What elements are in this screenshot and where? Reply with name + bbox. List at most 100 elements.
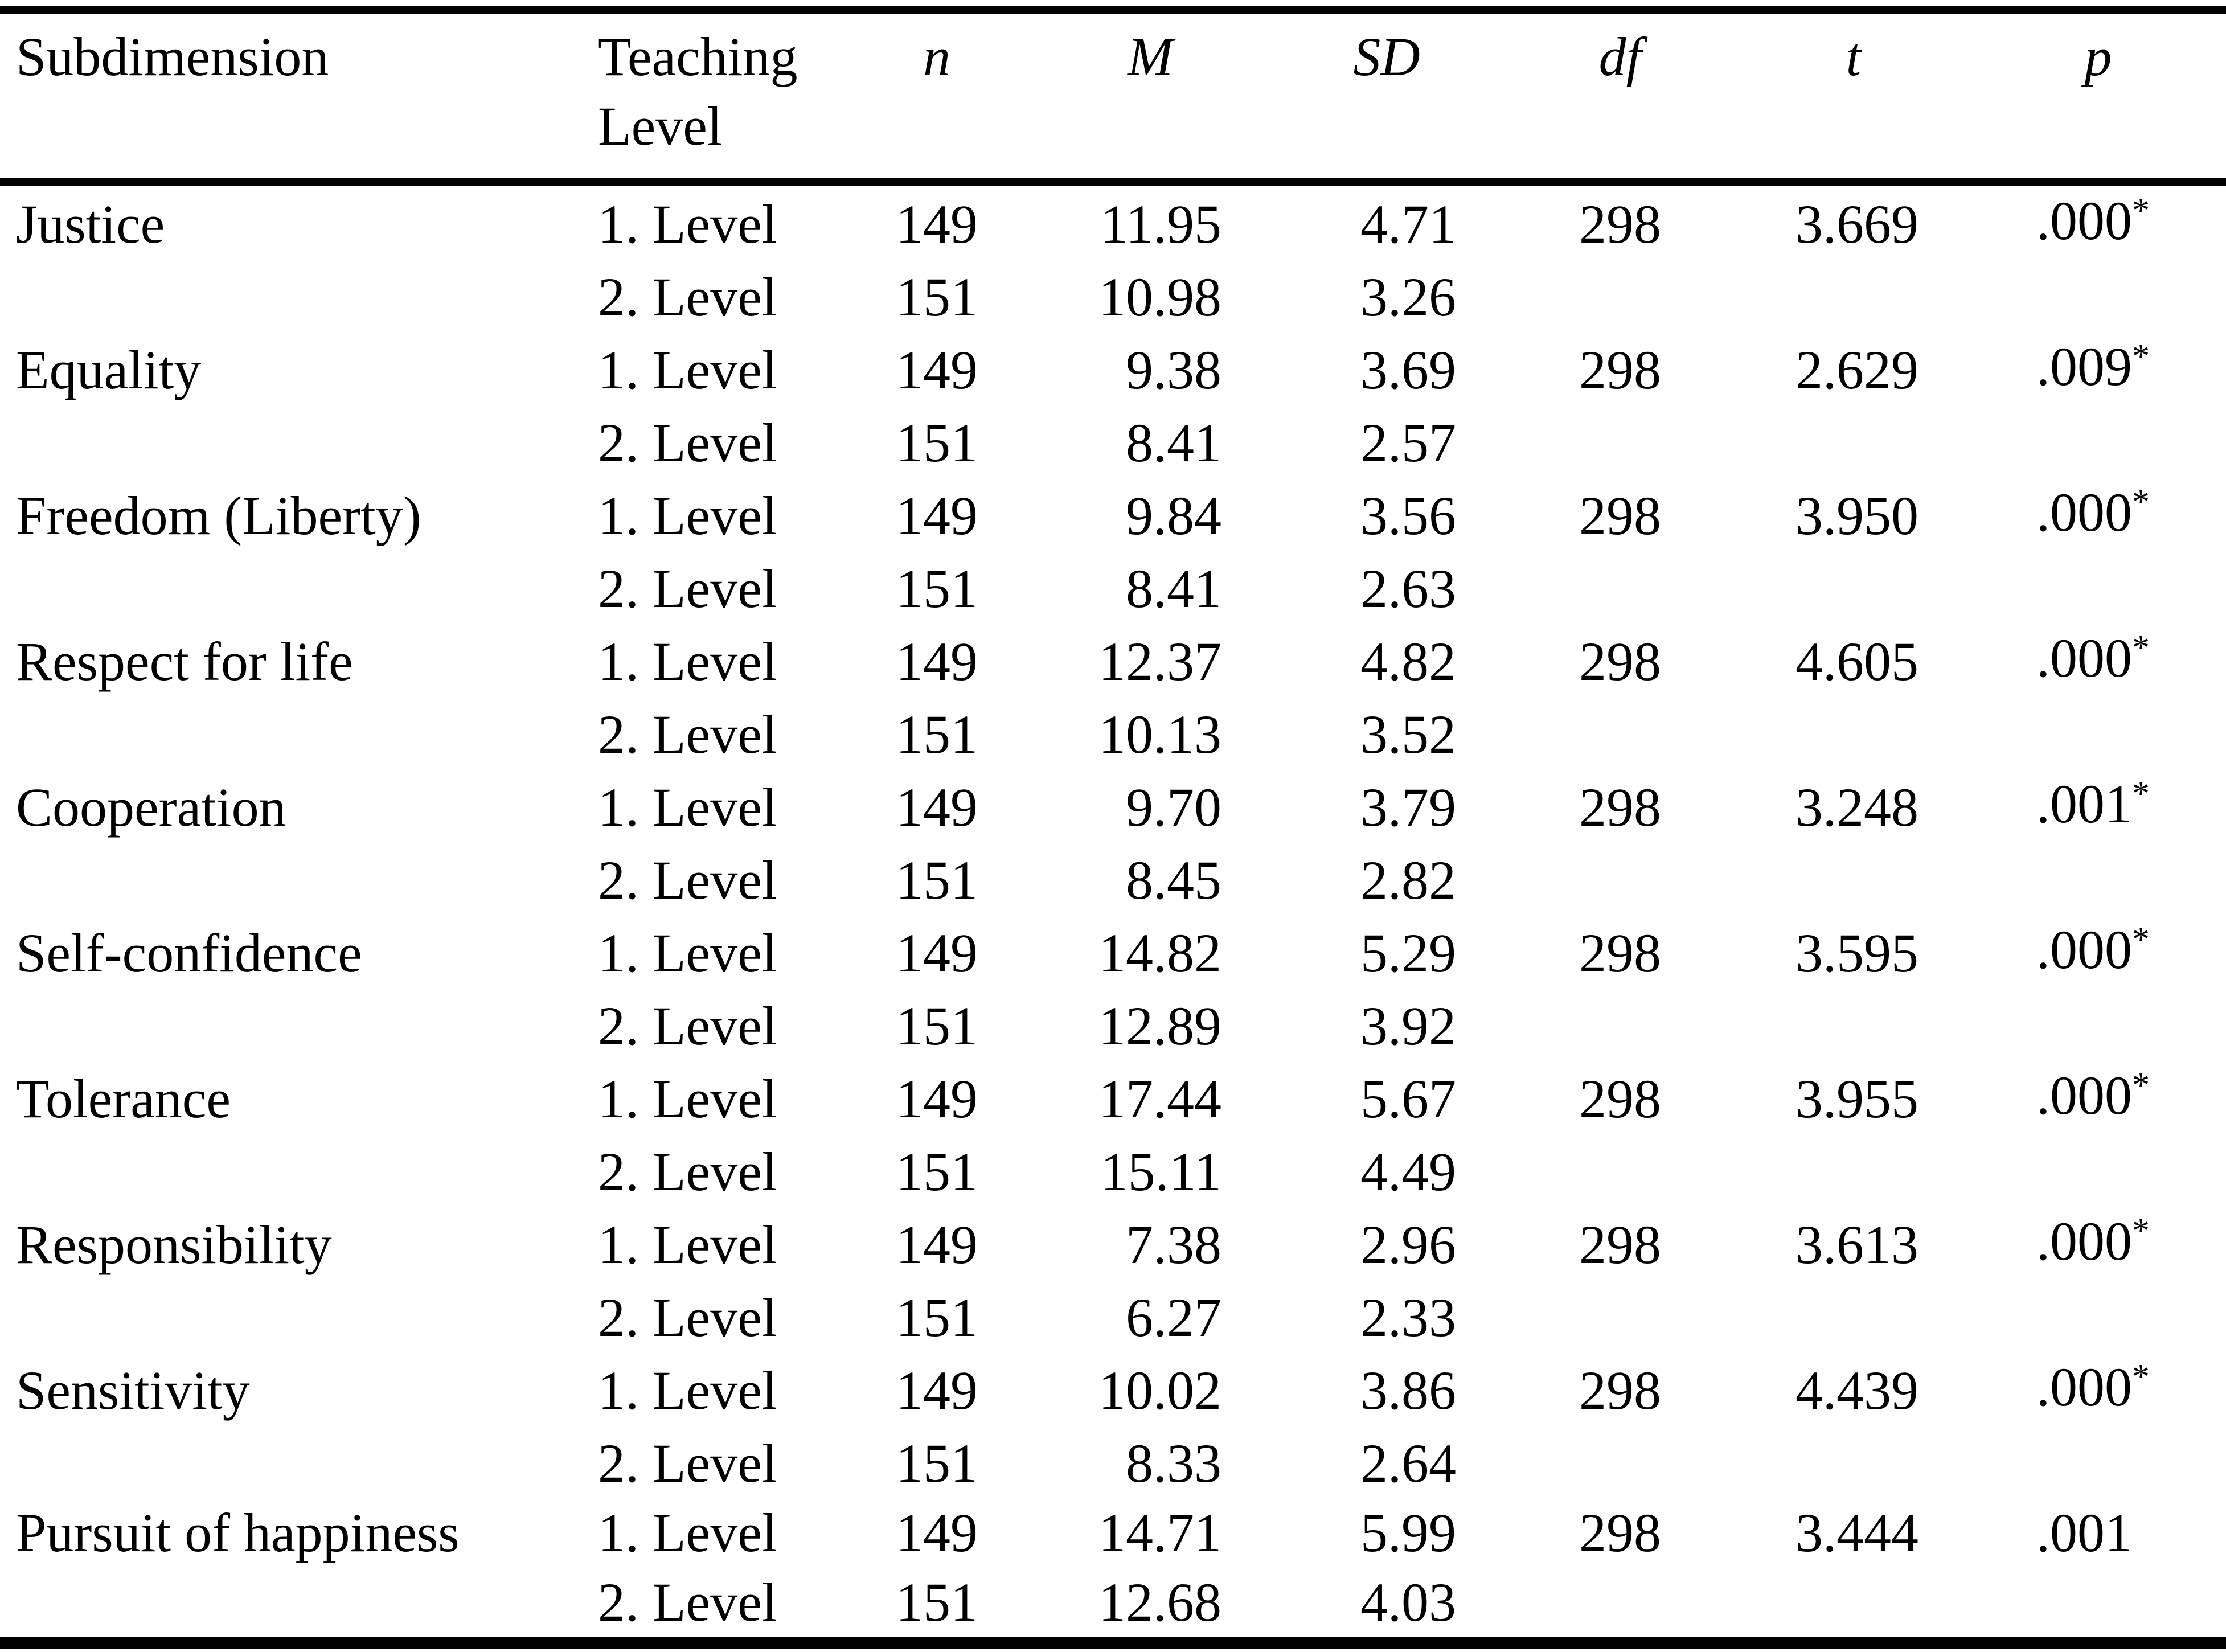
cell-p: .001* <box>1970 769 2226 846</box>
p-value: .000 <box>2036 919 2132 980</box>
cell-subdimension <box>0 1429 575 1498</box>
table-row: 2. Level 151 12.68 4.03 <box>0 1568 2226 1643</box>
cell-p <box>1970 846 2226 915</box>
cell-n: 151 <box>896 1433 978 1494</box>
cell-n: 151 <box>896 850 978 911</box>
table-row: 2. Level 151 15.11 4.49 <box>0 1137 2226 1207</box>
cell-df: 298 <box>1579 485 1661 546</box>
cell-subdimension: Responsibility <box>16 1214 332 1275</box>
table-row: Pursuit of happiness 1. Level 149 14.71 … <box>0 1498 2226 1568</box>
cell-n: 151 <box>896 558 978 619</box>
cell-df <box>1503 408 1737 478</box>
cell-t: 3.444 <box>1795 1502 1918 1563</box>
cell-n: 151 <box>896 1287 978 1348</box>
cell-teaching-level: 2. Level <box>598 412 777 473</box>
cell-df <box>1503 846 1737 915</box>
cell-subdimension: Equality <box>16 339 202 400</box>
cell-sd: 2.33 <box>1360 1287 1456 1348</box>
cell-t: 4.439 <box>1795 1360 1918 1421</box>
cell-m: 12.89 <box>1098 995 1221 1056</box>
cell-sd: 3.92 <box>1360 995 1456 1056</box>
cell-df <box>1503 1568 1737 1643</box>
cell-m: 9.84 <box>1126 485 1221 546</box>
cell-t: 3.955 <box>1795 1068 1918 1129</box>
significance-asterisk: * <box>2132 774 2150 813</box>
col-header-n: n <box>843 10 1031 186</box>
cell-p: .000* <box>1970 1352 2226 1429</box>
p-value: .001 <box>2036 1502 2132 1563</box>
cell-df: 298 <box>1579 1360 1661 1421</box>
significance-asterisk: * <box>2132 629 2150 667</box>
cell-teaching-level: 1. Level <box>598 339 777 400</box>
cell-t <box>1737 263 1970 332</box>
cell-t <box>1737 1568 1970 1643</box>
table-row: 2. Level 151 12.89 3.92 <box>0 991 2226 1061</box>
cell-p <box>1970 1283 2226 1352</box>
cell-p: .000* <box>1970 915 2226 991</box>
col-header-m: M <box>1031 10 1270 186</box>
cell-df <box>1503 554 1737 624</box>
cell-n: 149 <box>896 1214 978 1275</box>
table-row: Cooperation 1. Level 149 9.70 3.79 298 3… <box>0 769 2226 846</box>
cell-subdimension <box>0 1137 575 1207</box>
cell-t: 3.248 <box>1795 777 1918 838</box>
significance-asterisk: * <box>2132 920 2150 959</box>
cell-p: .001 <box>1970 1498 2226 1568</box>
cell-t <box>1737 408 1970 478</box>
cell-subdimension: Tolerance <box>16 1068 231 1129</box>
p-value: .000 <box>2036 482 2132 543</box>
p-value: .000 <box>2036 190 2132 251</box>
cell-teaching-level: 2. Level <box>598 558 777 619</box>
significance-asterisk: * <box>2132 1358 2150 1396</box>
cell-t <box>1737 1137 1970 1207</box>
cell-df: 298 <box>1579 194 1661 255</box>
cell-subdimension: Cooperation <box>16 777 286 838</box>
cell-n: 151 <box>896 995 978 1056</box>
cell-teaching-level: 2. Level <box>598 1433 777 1494</box>
cell-df <box>1503 263 1737 332</box>
cell-teaching-level: 2. Level <box>598 1141 777 1202</box>
cell-sd: 4.03 <box>1360 1572 1456 1633</box>
cell-m: 9.38 <box>1126 339 1221 400</box>
significance-asterisk: * <box>2132 1212 2150 1251</box>
table-row: Respect for life 1. Level 149 12.37 4.82… <box>0 624 2226 700</box>
cell-m: 11.95 <box>1100 194 1221 255</box>
cell-df <box>1503 991 1737 1061</box>
cell-subdimension: Pursuit of happiness <box>16 1502 460 1563</box>
cell-teaching-level: 1. Level <box>598 631 777 692</box>
cell-teaching-level: 1. Level <box>598 1502 777 1563</box>
cell-teaching-level: 2. Level <box>598 850 777 911</box>
table-row: Sensitivity 1. Level 149 10.02 3.86 298 … <box>0 1352 2226 1429</box>
table-row: 2. Level 151 8.33 2.64 <box>0 1429 2226 1498</box>
cell-m: 14.82 <box>1098 923 1221 983</box>
cell-t: 4.605 <box>1795 631 1918 692</box>
cell-sd: 2.57 <box>1360 412 1456 473</box>
cell-n: 149 <box>896 485 978 546</box>
cell-p <box>1970 554 2226 624</box>
cell-m: 10.13 <box>1098 704 1221 765</box>
cell-teaching-level: 2. Level <box>598 1287 777 1348</box>
cell-m: 8.41 <box>1126 558 1221 619</box>
cell-p: .000* <box>1970 1207 2226 1283</box>
cell-subdimension <box>0 554 575 624</box>
cell-p: .009* <box>1970 332 2226 408</box>
cell-p: .000* <box>1970 624 2226 700</box>
cell-subdimension <box>0 1283 575 1352</box>
cell-p <box>1970 408 2226 478</box>
cell-sd: 2.96 <box>1360 1214 1456 1275</box>
p-value: .009 <box>2036 336 2132 397</box>
header-row: Subdimension Teaching Level n M SD df t … <box>0 10 2226 186</box>
cell-sd: 3.69 <box>1360 339 1456 400</box>
table-row: 2. Level 151 8.41 2.57 <box>0 408 2226 478</box>
col-header-sd: SD <box>1270 10 1503 186</box>
cell-teaching-level: 2. Level <box>598 1572 777 1633</box>
cell-subdimension <box>0 263 575 332</box>
cell-df: 298 <box>1579 1214 1661 1275</box>
cell-sd: 3.52 <box>1360 704 1456 765</box>
cell-m: 17.44 <box>1098 1068 1221 1129</box>
cell-n: 151 <box>896 412 978 473</box>
table-row: 2. Level 151 10.13 3.52 <box>0 700 2226 769</box>
table-row: Justice 1. Level 149 11.95 4.71 298 3.66… <box>0 182 2226 263</box>
cell-df <box>1503 1283 1737 1352</box>
cell-sd: 4.49 <box>1360 1141 1456 1202</box>
